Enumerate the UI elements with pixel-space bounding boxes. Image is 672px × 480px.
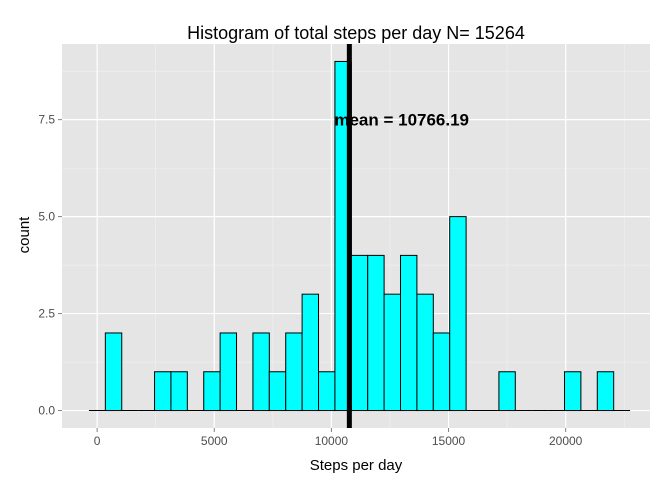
axis-ticks: 0 5000 10000 15000 20000 0.0 2.5 5.0 7.5 bbox=[38, 113, 582, 448]
histogram-bar bbox=[400, 254, 418, 412]
histogram-bar bbox=[252, 332, 270, 412]
chart-title: Histogram of total steps per day N= 1526… bbox=[187, 23, 525, 43]
histogram-bar bbox=[449, 216, 467, 412]
y-tick-label: 7.5 bbox=[38, 113, 55, 127]
histogram-bar bbox=[367, 254, 385, 412]
histogram-bar bbox=[318, 371, 336, 412]
y-tick-label: 0.0 bbox=[38, 404, 55, 418]
x-axis-title: Steps per day bbox=[310, 457, 403, 474]
x-tick-label: 15000 bbox=[432, 434, 466, 448]
x-tick-label: 0 bbox=[94, 434, 101, 448]
y-tick-label: 2.5 bbox=[38, 307, 55, 321]
histogram-bar bbox=[383, 293, 402, 412]
x-tick-label: 20000 bbox=[549, 434, 583, 448]
histogram-bar bbox=[301, 293, 320, 412]
histogram-bar bbox=[432, 332, 451, 412]
histogram-bar bbox=[350, 254, 369, 412]
histogram-bar bbox=[203, 371, 221, 412]
histogram-bar bbox=[104, 332, 123, 412]
histogram-bar bbox=[170, 371, 188, 412]
histogram-bar bbox=[285, 332, 303, 412]
x-tick-label: 5000 bbox=[201, 434, 228, 448]
histogram-bar bbox=[219, 332, 238, 412]
histogram-bar bbox=[563, 371, 582, 412]
x-tick-label: 10000 bbox=[315, 434, 349, 448]
histogram-bar bbox=[498, 371, 516, 412]
histogram-bar bbox=[154, 371, 172, 412]
y-axis-title: count bbox=[16, 216, 33, 254]
histogram-bar bbox=[416, 293, 434, 412]
mean-annotation: mean = 10766.19 bbox=[334, 111, 469, 130]
y-tick-label: 5.0 bbox=[38, 210, 55, 224]
histogram-bar bbox=[596, 371, 615, 412]
histogram-bar bbox=[268, 371, 287, 412]
